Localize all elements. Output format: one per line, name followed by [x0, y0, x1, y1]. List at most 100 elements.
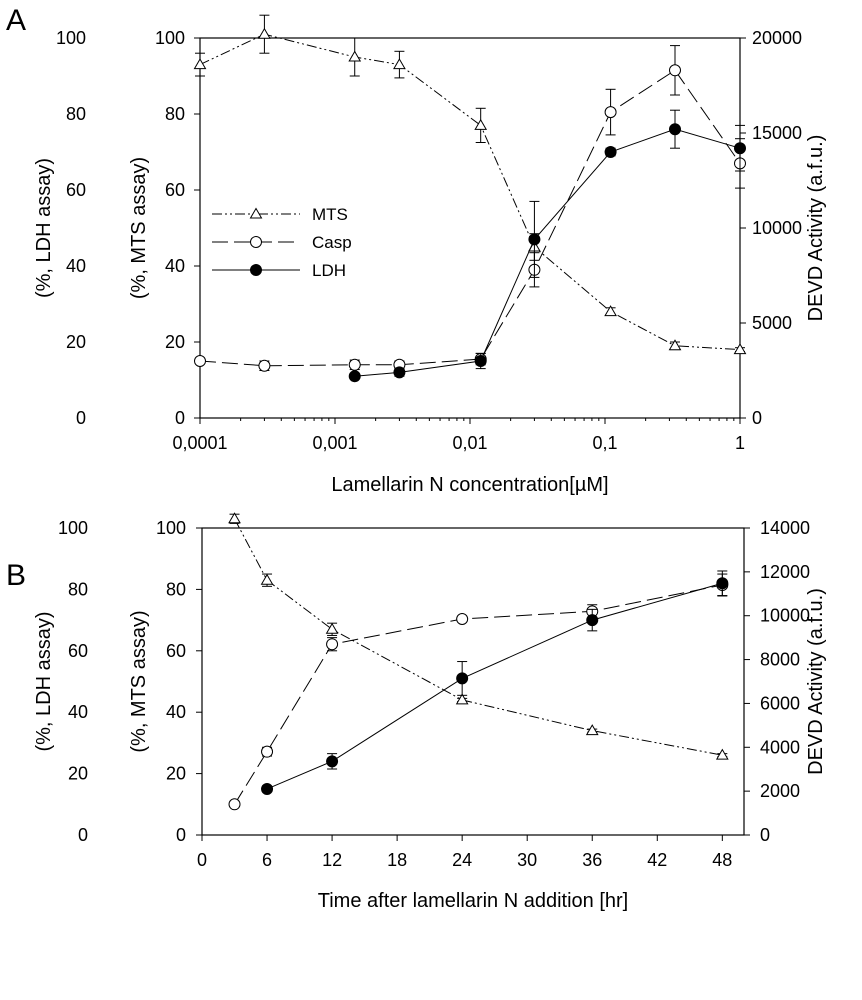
- panel-label: B: [6, 559, 26, 592]
- x-tick-label: 30: [517, 850, 537, 870]
- x-tick-label: 6: [262, 850, 272, 870]
- mts-marker: [715, 748, 729, 760]
- legend-label-casp: Casp: [312, 233, 352, 252]
- y-inner-axis-title: (%, MTS assay): [128, 157, 150, 299]
- mts-marker: [604, 305, 617, 317]
- y-right-tick-label: 0: [752, 408, 762, 428]
- y-inner-axis-title: (%, MTS assay): [128, 610, 150, 752]
- y-inner-tick-label: 100: [156, 518, 186, 538]
- plot-frame: [199, 37, 741, 419]
- y-right-tick-label: 8000: [760, 650, 800, 670]
- casp-marker: [668, 64, 681, 77]
- y-right-tick-label: 20000: [752, 28, 802, 48]
- x-axis-title: Time after lamellarin N addition [hr]: [318, 890, 629, 912]
- legend-label-ldh: LDH: [312, 261, 346, 280]
- y-right-tick-label: 2000: [760, 781, 800, 801]
- y-inner-tick-label: 0: [175, 408, 185, 428]
- series-ldh: [348, 109, 746, 383]
- y-outer-tick-label: 100: [58, 518, 88, 538]
- y-inner-tick-label: 20: [166, 764, 186, 784]
- series-ldh: [261, 570, 729, 795]
- x-tick-label: 12: [322, 850, 342, 870]
- casp-marker: [194, 355, 206, 367]
- x-tick-label: 48: [712, 850, 732, 870]
- y-outer-tick-label: 40: [66, 256, 86, 276]
- y-outer-axis-title: (%, LDH assay): [33, 158, 55, 298]
- y-right-tick-label: 0: [760, 825, 770, 845]
- x-tick-label: 1: [735, 433, 745, 453]
- x-tick-label: 18: [387, 850, 407, 870]
- ldh-marker: [668, 123, 681, 136]
- ldh-marker: [250, 264, 262, 276]
- y-right-tick-label: 14000: [760, 518, 810, 538]
- ldh-line: [354, 128, 741, 377]
- y-outer-tick-label: 100: [56, 28, 86, 48]
- mts-marker: [348, 50, 362, 62]
- casp-marker: [604, 106, 617, 119]
- y-inner-tick-label: 100: [155, 28, 185, 48]
- ldh-marker: [474, 355, 487, 367]
- ldh-marker: [528, 233, 541, 246]
- x-tick-label: 36: [582, 850, 602, 870]
- x-axis-title: Lamellarin N concentration[µM]: [331, 474, 608, 496]
- casp-marker: [228, 798, 241, 811]
- y-right-axis-title: DEVD Activity (a.f.u.): [805, 135, 827, 322]
- legend: MTS Casp LDH: [212, 205, 352, 280]
- y-inner-tick-label: 60: [166, 641, 186, 661]
- y-inner-tick-label: 0: [176, 825, 186, 845]
- y-inner-tick-label: 80: [165, 104, 185, 124]
- casp-marker: [258, 359, 271, 372]
- ldh-marker: [734, 142, 746, 155]
- ldh-marker: [393, 366, 406, 379]
- series-casp: [194, 45, 746, 372]
- mts-marker: [228, 512, 241, 524]
- mts-marker: [249, 207, 263, 219]
- y-outer-tick-label: 80: [68, 579, 88, 599]
- y-outer-tick-label: 20: [68, 764, 88, 784]
- ldh-marker: [586, 614, 599, 627]
- mts-marker: [325, 622, 339, 634]
- y-outer-tick-label: 80: [66, 104, 86, 124]
- x-tick-label: 42: [647, 850, 667, 870]
- y-inner-tick-label: 40: [165, 256, 185, 276]
- casp-marker: [456, 613, 469, 626]
- y-outer-tick-label: 40: [68, 702, 88, 722]
- mts-marker: [668, 339, 682, 351]
- mts-line: [234, 518, 723, 756]
- mts-marker: [455, 693, 469, 705]
- y-outer-tick-label: 20: [66, 332, 86, 352]
- casp-marker: [348, 358, 361, 371]
- y-right-tick-label: 15000: [752, 123, 802, 143]
- y-right-tick-label: 5000: [752, 313, 792, 333]
- mts-marker: [474, 118, 488, 130]
- mts-marker: [258, 27, 271, 39]
- y-outer-tick-label: 60: [68, 641, 88, 661]
- y-outer-axis-title: (%, LDH assay): [33, 611, 55, 751]
- ldh-marker: [456, 672, 469, 685]
- ldh-marker: [261, 782, 274, 795]
- casp-marker: [250, 236, 262, 248]
- plot-frame: [201, 527, 745, 836]
- y-inner-tick-label: 40: [166, 702, 186, 722]
- mts-marker: [585, 724, 599, 736]
- legend-label-mts: MTS: [312, 205, 348, 224]
- series-mts: [228, 512, 729, 760]
- y-inner-tick-label: 80: [166, 579, 186, 599]
- y-right-tick-label: 10000: [752, 218, 802, 238]
- x-tick-label: 0,01: [452, 433, 487, 453]
- y-outer-tick-label: 60: [66, 180, 86, 200]
- y-inner-tick-label: 60: [165, 180, 185, 200]
- ldh-marker: [604, 146, 617, 158]
- x-tick-label: 0,001: [312, 433, 357, 453]
- y-outer-tick-label: 0: [78, 825, 88, 845]
- y-inner-tick-label: 20: [165, 332, 185, 352]
- x-tick-label: 0: [197, 850, 207, 870]
- ldh-marker: [716, 577, 729, 590]
- y-outer-tick-label: 0: [76, 408, 86, 428]
- series-casp: [228, 573, 729, 811]
- ldh-marker: [326, 755, 339, 768]
- series-mts: [193, 14, 747, 355]
- chart-panel-b: B020406080100020406080100020004000600080…: [6, 512, 827, 912]
- mts-line: [199, 33, 741, 351]
